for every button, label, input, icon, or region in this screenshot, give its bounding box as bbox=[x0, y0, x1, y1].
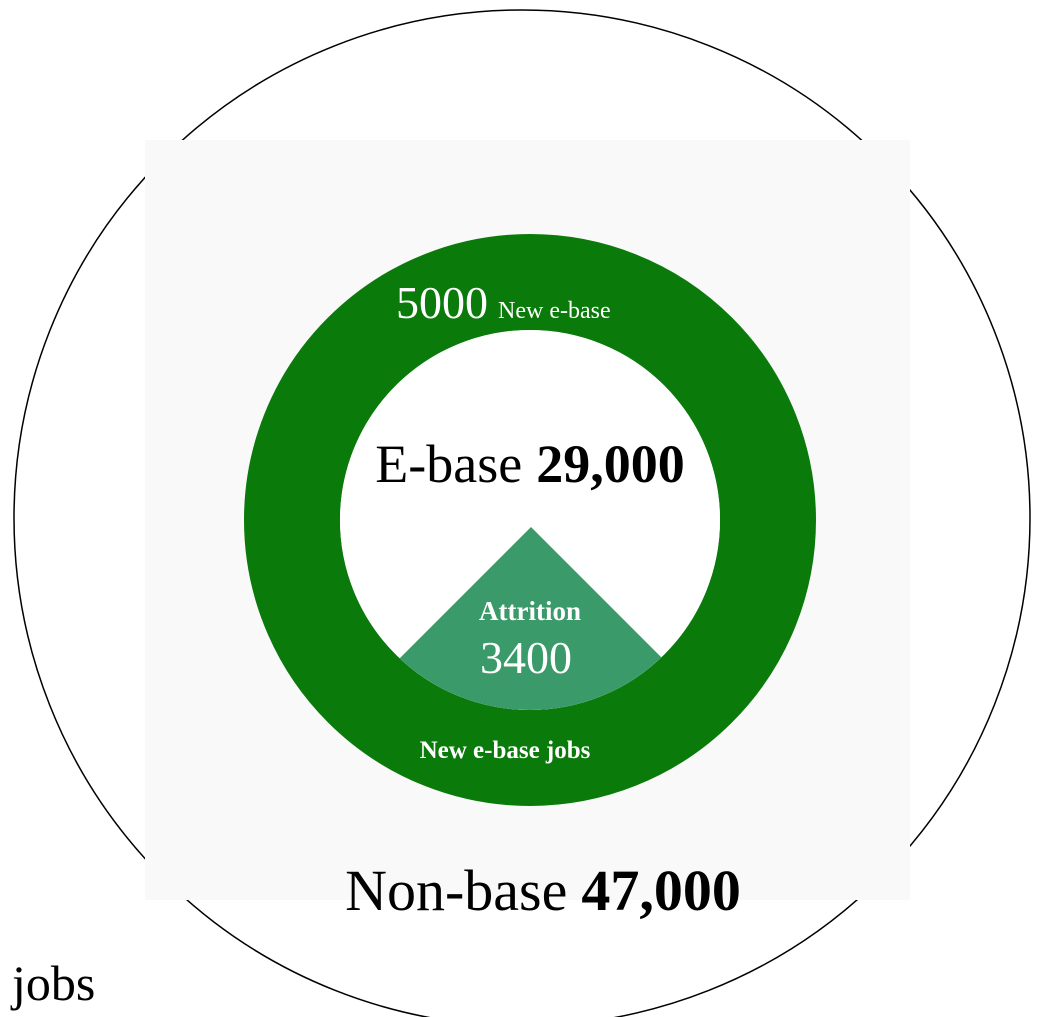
outer-label: Non-base 47,000 bbox=[345, 858, 741, 923]
attrition-wedge bbox=[340, 527, 720, 710]
attrition-label: Attrition bbox=[479, 596, 581, 626]
outer-name: Non-base bbox=[345, 858, 567, 923]
ring-value-label: 5000 New e-base bbox=[396, 277, 611, 328]
ring-value: 5000 bbox=[396, 277, 488, 328]
green-ring bbox=[244, 234, 816, 806]
outer-suffix: jobs bbox=[10, 955, 95, 1011]
inner-name: E-base bbox=[375, 434, 522, 494]
attrition-value: 3400 bbox=[480, 632, 572, 683]
ring-bottom-label: New e-base jobs bbox=[420, 737, 591, 764]
ring-label: New e-base bbox=[498, 298, 611, 324]
outer-value: 47,000 bbox=[581, 858, 741, 923]
inner-label: E-base 29,000 bbox=[375, 434, 684, 494]
inner-value: 29,000 bbox=[536, 434, 685, 494]
inner-circle bbox=[340, 330, 720, 710]
